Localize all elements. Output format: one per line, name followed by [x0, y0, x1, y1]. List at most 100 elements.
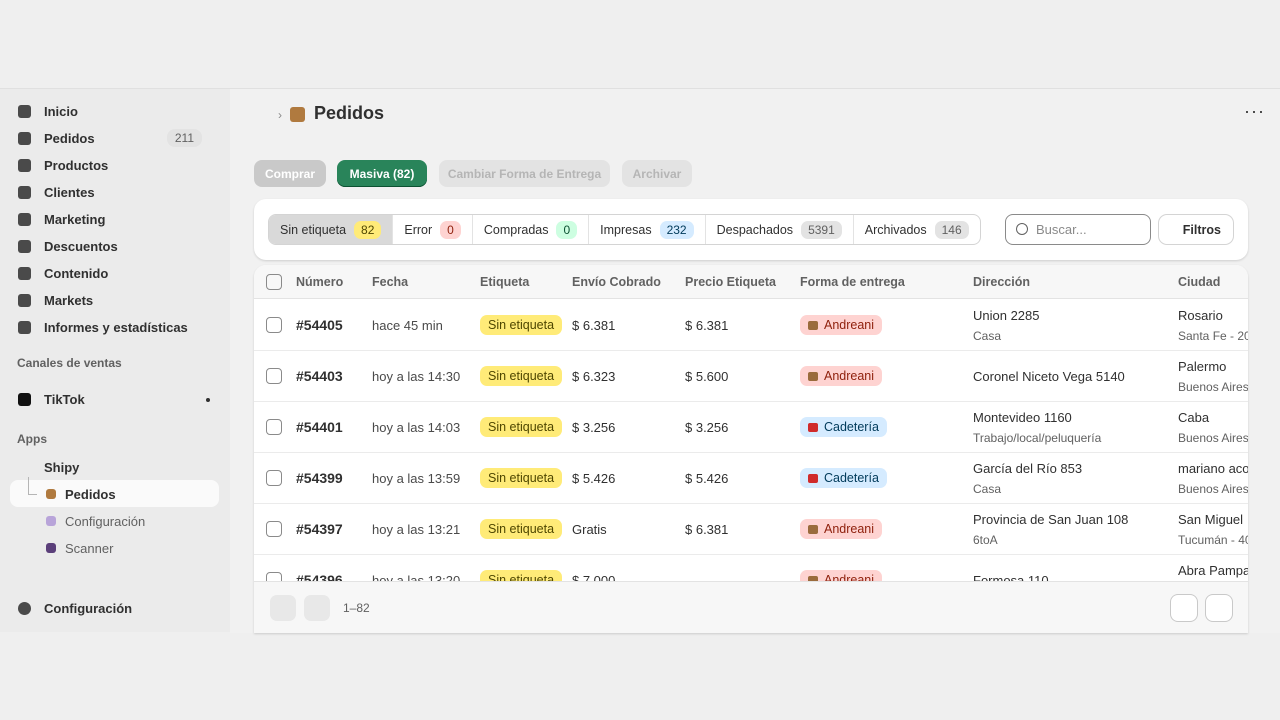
action-button[interactable]: Masiva (82): [337, 160, 427, 187]
tab[interactable]: Compradas 0: [473, 215, 590, 244]
label-status: Sin etiqueta: [480, 366, 563, 386]
tab-name: Impresas: [600, 223, 652, 237]
filters-button[interactable]: Filtros: [1159, 215, 1233, 244]
filters-label: Filtros: [1182, 222, 1221, 237]
tab-name: Archivados: [864, 223, 927, 237]
table-row[interactable]: #54401 hoy a las 14:03 Sin etiqueta $ 3.256…: [254, 402, 1248, 453]
active-bg: [10, 480, 219, 507]
app-item[interactable]: Shipy: [18, 456, 79, 478]
table-body: #54405 hace 45 min Sin etiqueta $ 6.381 $ 6.…: [254, 300, 1248, 581]
tab-count: 0: [556, 221, 578, 239]
next-page[interactable]: [304, 595, 330, 621]
address-detail: Trabajo/local/peluquería: [973, 431, 1102, 445]
action-button[interactable]: Cambiar Forma de Entrega: [439, 160, 610, 187]
nav-item[interactable]: Pedidos 211: [18, 127, 218, 149]
table-row[interactable]: #54396 hoy a las 13:20 Sin etiqueta $ 7.000…: [254, 555, 1248, 581]
delivery-icon: [808, 473, 818, 483]
app-subitem[interactable]: Pedidos: [46, 481, 116, 507]
nav-item[interactable]: Informes y estadísticas: [18, 316, 218, 338]
table-row[interactable]: #54403 hoy a las 14:30 Sin etiqueta $ 6.323…: [254, 351, 1248, 402]
delivery-method: Andreani: [800, 570, 883, 581]
nav-item[interactable]: Clientes: [18, 181, 218, 203]
nav-item[interactable]: Inicio: [18, 100, 218, 122]
nav-item[interactable]: Markets: [18, 289, 218, 311]
settings-item[interactable]: Configuración: [18, 597, 132, 619]
column-header: Ciudad: [1178, 275, 1221, 289]
city: Rosario: [1178, 308, 1223, 323]
tab[interactable]: Impresas 232: [589, 215, 706, 244]
nav-label: Inicio: [44, 103, 78, 119]
tabs-card: Sin etiqueta 82 Error 0 Compradas 0 Impresas 23…: [254, 199, 1248, 260]
nav-icon: [18, 131, 31, 145]
channel-item[interactable]: TikTok: [18, 388, 210, 410]
tab-name: Sin etiqueta: [280, 223, 347, 237]
search[interactable]: Buscar...: [1005, 214, 1151, 245]
row-checkbox[interactable]: [266, 470, 282, 486]
nav-item[interactable]: Marketing: [18, 208, 218, 230]
label-price: $ 6.381: [685, 522, 729, 537]
table-row[interactable]: #54399 hoy a las 13:59 Sin etiqueta $ 5.426…: [254, 453, 1248, 504]
box-icon: [290, 107, 305, 122]
address: Montevideo 1160: [973, 410, 1072, 425]
more-menu[interactable]: ···: [1244, 101, 1265, 121]
search-placeholder: Buscar...: [1036, 222, 1087, 237]
delivery-method: Andreani: [800, 366, 883, 386]
nav-label: Markets: [44, 292, 94, 308]
row-checkbox[interactable]: [266, 419, 282, 435]
tab[interactable]: Error 0: [393, 215, 473, 244]
action-button[interactable]: Archivar: [622, 160, 692, 187]
order-date: hace 45 min: [372, 318, 443, 333]
label-price: $ 6.381: [685, 318, 729, 333]
action-label: Archivar: [632, 166, 682, 181]
settings-label: Configuración: [44, 600, 133, 616]
row-checkbox[interactable]: [266, 572, 282, 581]
order-date: hoy a las 14:30: [372, 369, 461, 384]
city: mariano acosta: [1178, 461, 1248, 476]
nav-label: Contenido: [44, 265, 109, 281]
pagination: 1–82: [343, 601, 370, 615]
label-status: Sin etiqueta: [480, 417, 563, 437]
nav-label: Descuentos: [44, 238, 118, 254]
action-button[interactable]: Comprar: [254, 160, 326, 187]
channel-label: TikTok: [44, 391, 85, 407]
tab-count: 232: [659, 221, 694, 239]
columns[interactable]: [1206, 595, 1232, 621]
order-date: hoy a las 13:20: [372, 573, 461, 581]
column-header[interactable]: Fecha: [372, 275, 409, 289]
nav-item[interactable]: Contenido: [18, 262, 218, 284]
row-checkbox[interactable]: [266, 368, 282, 384]
order-date: hoy a las 13:21: [372, 522, 461, 537]
download[interactable]: [1171, 595, 1197, 621]
address-detail: Casa: [973, 482, 1002, 496]
dot: [206, 398, 210, 402]
nav-item[interactable]: Productos: [18, 154, 218, 176]
select-all[interactable]: [266, 274, 282, 290]
column-header: Dirección: [973, 275, 1030, 289]
table-row[interactable]: #54397 hoy a las 13:21 Sin etiqueta Gratis $…: [254, 504, 1248, 555]
delivery-icon: [808, 371, 818, 381]
delivery-label: Cadetería: [824, 471, 879, 485]
subitem-icon: [46, 489, 56, 499]
tab[interactable]: Despachados 5391: [706, 215, 854, 244]
delivery-label: Andreani: [824, 369, 875, 383]
nav-label: Productos: [44, 157, 109, 173]
prev-page[interactable]: [270, 595, 296, 621]
app-subitem[interactable]: Scanner: [46, 535, 113, 561]
column-header: Número: [296, 275, 344, 289]
nav-icon: [18, 212, 31, 226]
column-header: Forma de entrega: [800, 275, 905, 289]
row-checkbox[interactable]: [266, 521, 282, 537]
tab[interactable]: Archivados 146: [854, 215, 980, 244]
row-checkbox[interactable]: [266, 317, 282, 333]
shipping-charged: $ 3.256: [572, 420, 616, 435]
subitem-label: Pedidos: [65, 486, 116, 502]
table-row[interactable]: #54405 hace 45 min Sin etiqueta $ 6.381 $ 6.…: [254, 300, 1248, 351]
order-date: hoy a las 14:03: [372, 420, 461, 435]
app-subitem[interactable]: Configuración: [46, 508, 145, 534]
delivery-label: Cadetería: [824, 420, 879, 434]
nav-item[interactable]: Descuentos: [18, 235, 218, 257]
nav-icon: [18, 320, 31, 334]
nav-label: Clientes: [44, 184, 95, 200]
tab[interactable]: Sin etiqueta 82: [269, 215, 394, 244]
tabs: Sin etiqueta 82 Error 0 Compradas 0 Impresas 23…: [268, 214, 981, 245]
